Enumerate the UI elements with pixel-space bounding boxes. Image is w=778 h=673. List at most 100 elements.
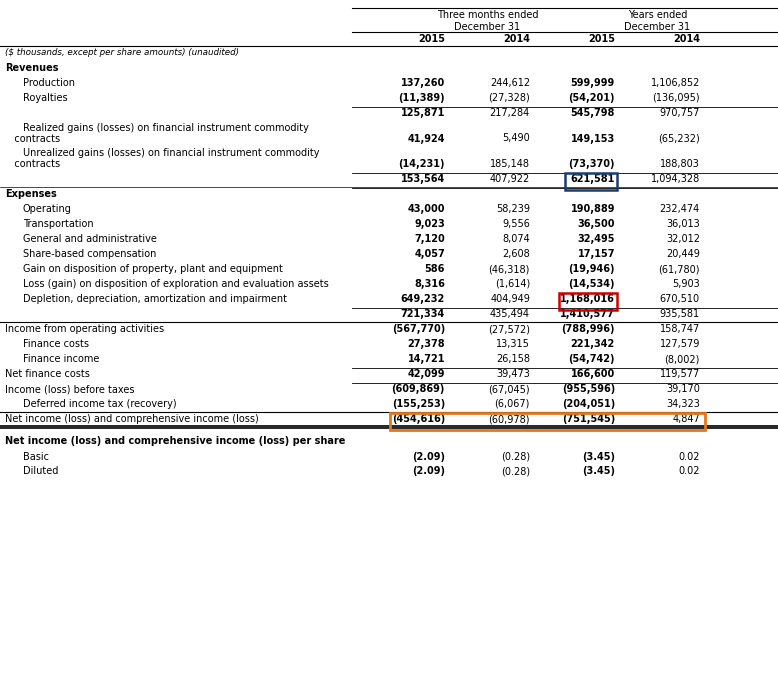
Text: Income (loss) before taxes: Income (loss) before taxes (5, 384, 135, 394)
Text: 7,120: 7,120 (414, 234, 445, 244)
Text: Expenses: Expenses (5, 189, 57, 199)
Text: 153,564: 153,564 (401, 174, 445, 184)
Text: 649,232: 649,232 (401, 294, 445, 304)
Text: 0.02: 0.02 (678, 466, 700, 476)
Text: 217,284: 217,284 (489, 108, 530, 118)
Text: 4,057: 4,057 (414, 249, 445, 259)
Text: 166,600: 166,600 (571, 369, 615, 379)
Text: Operating: Operating (23, 204, 72, 214)
Text: 1,094,328: 1,094,328 (650, 174, 700, 184)
Text: Loss (gain) on disposition of exploration and evaluation assets: Loss (gain) on disposition of exploratio… (23, 279, 329, 289)
Text: 2014: 2014 (673, 34, 700, 44)
Text: 9,023: 9,023 (414, 219, 445, 229)
Text: (955,596): (955,596) (562, 384, 615, 394)
Text: 2,608: 2,608 (503, 249, 530, 259)
Text: (61,780): (61,780) (658, 264, 700, 274)
Text: Years ended
December 31: Years ended December 31 (625, 10, 691, 32)
Bar (390, 413, 705, 430)
Text: 9,556: 9,556 (502, 219, 530, 229)
Text: Net finance costs: Net finance costs (5, 369, 90, 379)
Text: 137,260: 137,260 (401, 78, 445, 88)
Text: (0.28): (0.28) (501, 466, 530, 476)
Text: Revenues: Revenues (5, 63, 58, 73)
Text: ($ thousands, except per share amounts) (unaudited): ($ thousands, except per share amounts) … (5, 48, 239, 57)
Text: (54,742): (54,742) (569, 354, 615, 364)
Text: Share-based compensation: Share-based compensation (23, 249, 156, 259)
Text: 1,410,577: 1,410,577 (560, 309, 615, 319)
Text: Depletion, depreciation, amortization and impairment: Depletion, depreciation, amortization an… (23, 294, 287, 304)
Text: contracts: contracts (5, 159, 60, 169)
Text: Deferred income tax (recovery): Deferred income tax (recovery) (23, 399, 177, 409)
Text: (14,231): (14,231) (398, 159, 445, 169)
Text: 26,158: 26,158 (496, 354, 530, 364)
Text: Transportation: Transportation (23, 219, 93, 229)
Text: 39,170: 39,170 (666, 384, 700, 394)
Text: (751,545): (751,545) (562, 414, 615, 424)
Bar (565, 173, 617, 190)
Text: (19,946): (19,946) (569, 264, 615, 274)
Text: 13,315: 13,315 (496, 339, 530, 349)
Text: 14,721: 14,721 (408, 354, 445, 364)
Text: 8,074: 8,074 (503, 234, 530, 244)
Text: (2.09): (2.09) (412, 466, 445, 476)
Text: (46,318): (46,318) (489, 264, 530, 274)
Text: Three months ended
December 31: Three months ended December 31 (436, 10, 538, 32)
Text: 2014: 2014 (503, 34, 530, 44)
Text: (8,002): (8,002) (664, 354, 700, 364)
Text: 221,342: 221,342 (571, 339, 615, 349)
Text: (54,201): (54,201) (569, 93, 615, 103)
Text: (788,996): (788,996) (562, 324, 615, 334)
Text: 621,581: 621,581 (570, 174, 615, 184)
Text: 2015: 2015 (418, 34, 445, 44)
Text: 127,579: 127,579 (660, 339, 700, 349)
Text: 32,012: 32,012 (666, 234, 700, 244)
Text: 232,474: 232,474 (660, 204, 700, 214)
Text: Realized gains (losses) on financial instrument commodity: Realized gains (losses) on financial ins… (23, 123, 309, 133)
Text: General and administrative: General and administrative (23, 234, 157, 244)
Text: 599,999: 599,999 (571, 78, 615, 88)
Text: 1,168,016: 1,168,016 (560, 294, 615, 304)
Text: 4,847: 4,847 (672, 414, 700, 424)
Text: Production: Production (23, 78, 75, 88)
Text: (67,045): (67,045) (489, 384, 530, 394)
Text: (0.28): (0.28) (501, 452, 530, 462)
Text: 20,449: 20,449 (666, 249, 700, 259)
Text: 39,473: 39,473 (496, 369, 530, 379)
Text: (27,572): (27,572) (488, 324, 530, 334)
Text: Diluted: Diluted (23, 466, 58, 476)
Text: 34,323: 34,323 (666, 399, 700, 409)
Text: Gain on disposition of property, plant and equipment: Gain on disposition of property, plant a… (23, 264, 283, 274)
Text: 43,000: 43,000 (408, 204, 445, 214)
Text: 5,490: 5,490 (503, 133, 530, 143)
Text: Net income (loss) and comprehensive income (loss): Net income (loss) and comprehensive inco… (5, 414, 259, 424)
Text: Basic: Basic (23, 452, 49, 462)
Text: (204,051): (204,051) (562, 399, 615, 409)
Text: 149,153: 149,153 (571, 133, 615, 143)
Text: (2.09): (2.09) (412, 452, 445, 462)
Text: 8,316: 8,316 (414, 279, 445, 289)
Text: 935,581: 935,581 (660, 309, 700, 319)
Text: 1,106,852: 1,106,852 (650, 78, 700, 88)
Text: 545,798: 545,798 (570, 108, 615, 118)
Text: Income from operating activities: Income from operating activities (5, 324, 164, 334)
Text: 244,612: 244,612 (490, 78, 530, 88)
Text: 2015: 2015 (588, 34, 615, 44)
Bar (559, 293, 617, 310)
Text: 970,757: 970,757 (660, 108, 700, 118)
Text: (136,095): (136,095) (653, 93, 700, 103)
Text: (155,253): (155,253) (392, 399, 445, 409)
Text: (3.45): (3.45) (582, 452, 615, 462)
Text: 36,500: 36,500 (577, 219, 615, 229)
Text: (27,328): (27,328) (489, 93, 530, 103)
Text: 0.02: 0.02 (678, 452, 700, 462)
Text: 42,099: 42,099 (408, 369, 445, 379)
Text: 586: 586 (425, 264, 445, 274)
Text: (65,232): (65,232) (658, 133, 700, 143)
Text: 185,148: 185,148 (490, 159, 530, 169)
Text: 670,510: 670,510 (660, 294, 700, 304)
Text: 17,157: 17,157 (577, 249, 615, 259)
Text: (11,389): (11,389) (398, 93, 445, 103)
Text: 32,495: 32,495 (577, 234, 615, 244)
Text: (1,614): (1,614) (495, 279, 530, 289)
Text: (3.45): (3.45) (582, 466, 615, 476)
